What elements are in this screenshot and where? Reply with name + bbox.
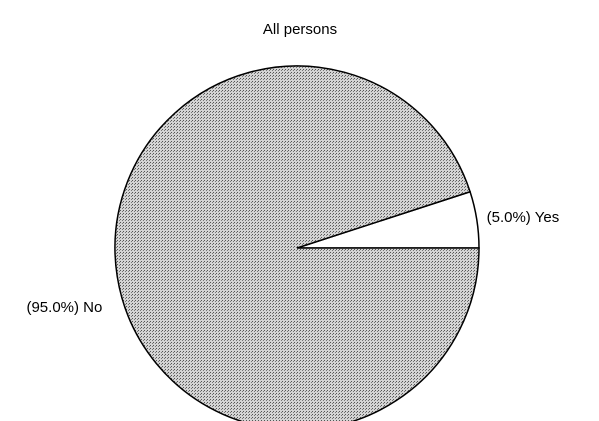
value-label: (95.0%) — [26, 299, 79, 316]
chart-title: All persons — [263, 21, 337, 38]
category-label: Yes — [535, 209, 559, 226]
slice-label: (95.0%) No — [26, 299, 102, 316]
pie-slice — [114, 65, 480, 421]
slice-label: (5.0%) Yes — [487, 209, 560, 226]
value-label: (5.0%) — [487, 209, 531, 226]
category-label: No — [83, 299, 102, 316]
